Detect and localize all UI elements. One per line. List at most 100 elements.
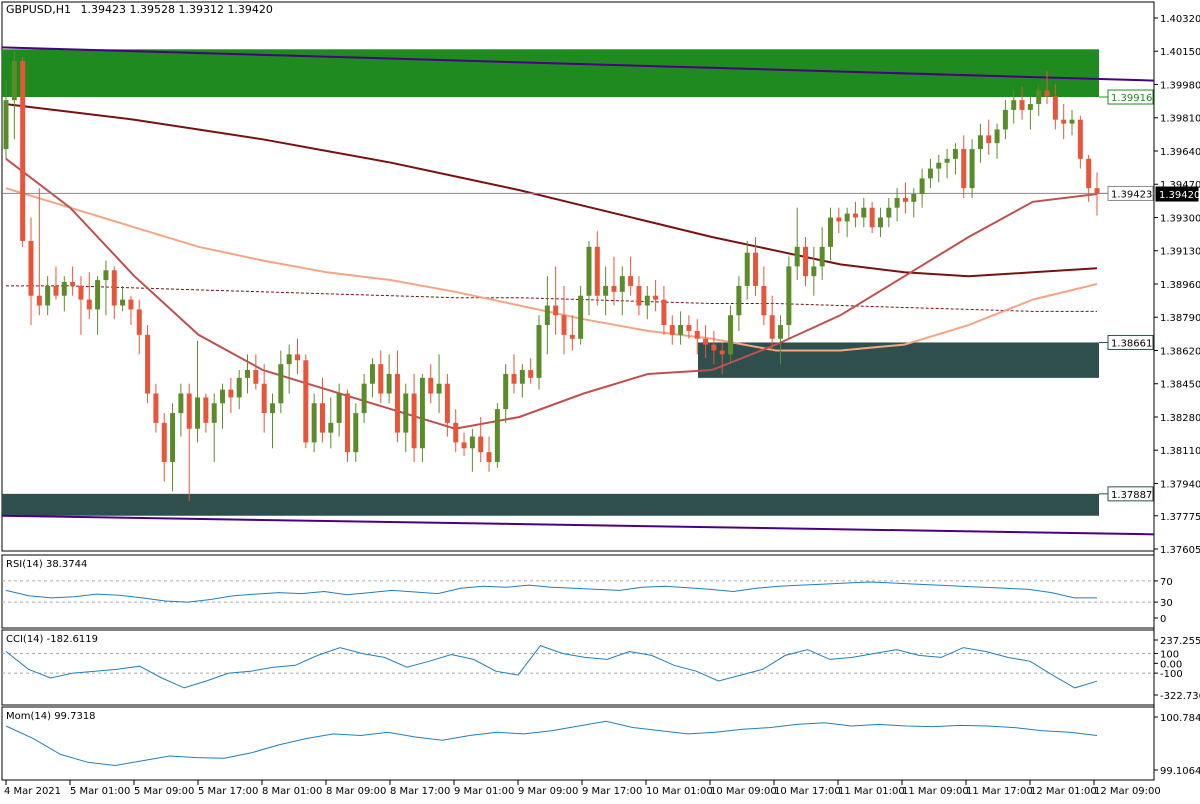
cci-tick-label: 237.2552 — [1160, 636, 1200, 647]
candle-body — [819, 246, 825, 267]
candle-body — [145, 334, 151, 394]
candle-body — [753, 252, 759, 286]
price-tick-label: 1.37605 — [1160, 545, 1200, 556]
candle-body — [394, 373, 400, 433]
time-tick-label: 9 Mar 17:00 — [582, 786, 642, 797]
candle-body — [994, 129, 1000, 144]
candle-body — [461, 442, 467, 449]
candle-body — [694, 330, 700, 339]
candle-body — [886, 207, 892, 218]
candle-body — [3, 100, 9, 150]
candle-body — [478, 436, 484, 453]
candle-body — [952, 149, 958, 159]
candle-body — [794, 246, 800, 267]
candle-body — [969, 149, 975, 189]
candle-body — [661, 299, 667, 326]
candle-body — [1044, 90, 1050, 97]
cci-tick-label: 100 — [1160, 649, 1179, 660]
price-label-box — [1107, 486, 1154, 502]
time-tick-label: 10 Mar 01:00 — [646, 786, 713, 797]
candle-body — [361, 383, 367, 414]
candle-body — [36, 295, 42, 306]
cci-tick-label: -100 — [1160, 669, 1183, 680]
candle-body — [1094, 188, 1100, 195]
price-label-box — [1107, 89, 1154, 105]
candle-body — [444, 383, 450, 423]
candle-body — [711, 344, 717, 351]
cci-panel-frame — [1, 629, 1155, 706]
time-tick-label: 11 Mar 01:00 — [838, 786, 905, 797]
candle-body — [336, 393, 342, 423]
time-tick-label: 5 Mar 01:00 — [70, 786, 130, 797]
candle-body — [561, 315, 567, 335]
candle-body — [553, 305, 559, 316]
candle-body — [578, 295, 584, 339]
candle-body — [111, 270, 117, 306]
candle-body — [686, 325, 692, 331]
candle-body — [894, 197, 900, 208]
time-tick-label: 10 Mar 09:00 — [710, 786, 777, 797]
candle-body — [53, 285, 59, 296]
time-tick-label: 11 Mar 17:00 — [966, 786, 1033, 797]
candle-body — [986, 135, 992, 144]
candle-body — [103, 270, 109, 281]
candle-body — [619, 276, 625, 292]
time-tick-label: 10 Mar 17:00 — [774, 786, 841, 797]
candle-body — [1011, 100, 1017, 110]
candle-body — [603, 285, 609, 296]
candle-body — [253, 370, 259, 384]
candle-body — [644, 295, 650, 306]
candle-body — [778, 325, 784, 339]
candle-body — [503, 373, 509, 410]
price-label-text: 1.39916 — [1111, 93, 1152, 104]
candle-body — [386, 373, 392, 394]
time-tick-label: 12 Mar 09:00 — [1094, 786, 1161, 797]
candle-body — [120, 299, 126, 306]
candle-body — [294, 354, 300, 361]
candle-body — [328, 422, 334, 433]
cci-line — [5, 645, 1098, 689]
rsi-line — [5, 581, 1097, 603]
price-tick-label: 1.38620 — [1160, 346, 1200, 357]
candle-body — [861, 207, 867, 218]
candle-body — [536, 325, 542, 378]
candle-body — [453, 422, 459, 443]
candle-body — [378, 364, 384, 394]
price-label-box — [1107, 334, 1154, 350]
ma-light-line — [5, 187, 1098, 352]
candle-body — [419, 377, 425, 449]
price-tick-label: 1.39300 — [1160, 213, 1200, 224]
candle-body — [836, 217, 842, 222]
price-tick-label: 1.39130 — [1160, 247, 1200, 258]
candle-body — [195, 397, 201, 429]
time-tick-label: 9 Mar 01:00 — [454, 786, 514, 797]
candle-body — [211, 403, 217, 423]
rsi-tick-label: 70 — [1160, 577, 1173, 588]
candle-body — [311, 403, 317, 443]
zone-support-low — [2, 493, 1099, 516]
candle-body — [827, 217, 833, 247]
candle-body — [1061, 119, 1067, 124]
cci-title: CCI(14) -182.6119 — [6, 634, 98, 645]
time-tick-label: 5 Mar 17:00 — [198, 786, 258, 797]
candle-body — [428, 377, 434, 394]
candle-body — [128, 299, 134, 310]
candle-body — [186, 393, 192, 429]
candle-body — [1052, 96, 1058, 120]
chart-header: GBPUSD,H1 1.39423 1.39528 1.39312 1.3942… — [6, 3, 273, 16]
candle-body — [20, 61, 26, 241]
candle-body — [678, 325, 684, 335]
candle-body — [961, 149, 967, 189]
candle-body — [511, 373, 517, 384]
candle-body — [669, 325, 675, 335]
candle-body — [761, 285, 767, 316]
price-label-text: 1.38661 — [1111, 338, 1152, 349]
candle-body — [228, 389, 234, 398]
price-tick-label: 1.38110 — [1160, 446, 1200, 457]
symbol-label: GBPUSD,H1 — [6, 3, 71, 16]
price-tick-label: 1.39640 — [1160, 147, 1200, 158]
candle-body — [153, 393, 159, 423]
candle-body — [1036, 90, 1042, 105]
